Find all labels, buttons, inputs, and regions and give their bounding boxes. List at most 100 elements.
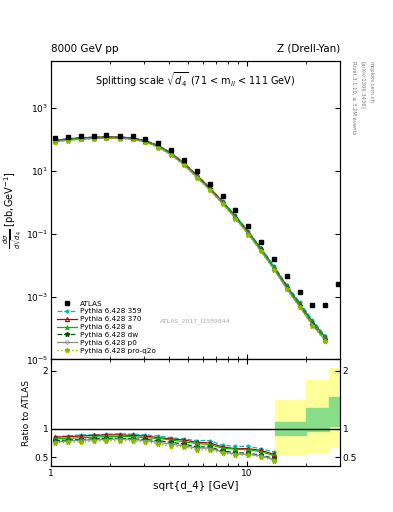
Pythia 6.428 pro-q2o (220, 201, 225, 207)
Pythia 6.428 dw (220, 200, 225, 206)
Pythia 6.428 p0 (117, 135, 122, 141)
Pythia 6.428 p0 (258, 247, 263, 253)
Pythia 6.428 dw (182, 161, 186, 167)
Pythia 6.428 pro-q2o (117, 136, 122, 142)
Pythia 6.428 359 (246, 228, 251, 234)
Pythia 6.428 dw (323, 337, 328, 343)
Pythia 6.428 359 (272, 263, 276, 269)
Pythia 6.428 p0 (246, 231, 251, 237)
Pythia 6.428 p0 (195, 174, 199, 180)
Pythia 6.428 p0 (220, 200, 225, 206)
Pythia 6.428 359 (104, 134, 109, 140)
Pythia 6.428 p0 (130, 136, 135, 142)
Pythia 6.428 370 (195, 172, 199, 178)
Pythia 6.428 359 (169, 150, 173, 156)
Pythia 6.428 359 (207, 184, 212, 190)
Pythia 6.428 370 (156, 142, 161, 148)
Pythia 6.428 370 (182, 160, 186, 166)
Pythia 6.428 359 (284, 282, 289, 288)
Pythia 6.428 p0 (284, 286, 289, 292)
Pythia 6.428 a (195, 173, 199, 179)
Pythia 6.428 p0 (207, 187, 212, 193)
Pythia 6.428 370 (220, 199, 225, 205)
Pythia 6.428 p0 (143, 139, 148, 145)
Pythia 6.428 dw (169, 151, 173, 157)
ATLAS (66, 134, 70, 140)
ATLAS (79, 133, 83, 139)
Pythia 6.428 359 (220, 198, 225, 204)
ATLAS (117, 133, 122, 139)
Pythia 6.428 pro-q2o (207, 187, 212, 194)
Pythia 6.428 370 (207, 185, 212, 191)
ATLAS (207, 181, 212, 187)
Pythia 6.428 359 (130, 135, 135, 141)
Pythia 6.428 370 (66, 136, 70, 142)
ATLAS (310, 302, 315, 308)
ATLAS (169, 147, 173, 153)
Pythia 6.428 359 (156, 142, 161, 148)
Pythia 6.428 370 (284, 283, 289, 289)
Pythia 6.428 359 (79, 135, 83, 141)
Pythia 6.428 dw (66, 137, 70, 143)
ATLAS (91, 133, 96, 139)
Text: mcplots.cern.ch: mcplots.cern.ch (369, 61, 374, 103)
Pythia 6.428 pro-q2o (246, 231, 251, 238)
Pythia 6.428 a (91, 135, 96, 141)
Pythia 6.428 359 (310, 317, 315, 323)
ATLAS (130, 133, 135, 139)
Text: ATLAS_2017_I1589844: ATLAS_2017_I1589844 (160, 318, 231, 324)
ATLAS (104, 132, 109, 138)
Pythia 6.428 dw (233, 215, 238, 221)
Pythia 6.428 370 (53, 137, 58, 143)
Pythia 6.428 a (233, 214, 238, 220)
Y-axis label: Ratio to ATLAS: Ratio to ATLAS (22, 380, 31, 446)
Pythia 6.428 dw (91, 135, 96, 141)
Pythia 6.428 dw (272, 266, 276, 272)
Line: Pythia 6.428 pro-q2o: Pythia 6.428 pro-q2o (53, 136, 328, 344)
Pythia 6.428 370 (117, 134, 122, 140)
Pythia 6.428 370 (91, 134, 96, 140)
Pythia 6.428 dw (284, 285, 289, 291)
Pythia 6.428 dw (195, 174, 199, 180)
Pythia 6.428 p0 (53, 138, 58, 144)
Y-axis label: $\frac{d\sigma}{d\sqrt{d_4}}$ [pb,GeV$^{-1}$]: $\frac{d\sigma}{d\sqrt{d_4}}$ [pb,GeV$^{… (2, 172, 25, 249)
ATLAS (156, 140, 161, 146)
Pythia 6.428 p0 (182, 162, 186, 168)
Text: [arXiv:1306.3436]: [arXiv:1306.3436] (360, 61, 365, 109)
Pythia 6.428 pro-q2o (143, 139, 148, 145)
Pythia 6.428 a (130, 135, 135, 141)
ATLAS (323, 302, 328, 308)
Pythia 6.428 370 (233, 213, 238, 219)
Pythia 6.428 370 (104, 134, 109, 140)
Pythia 6.428 p0 (310, 322, 315, 328)
Pythia 6.428 a (156, 143, 161, 149)
Pythia 6.428 p0 (323, 337, 328, 344)
Pythia 6.428 pro-q2o (182, 162, 186, 168)
Pythia 6.428 p0 (79, 136, 83, 142)
Pythia 6.428 370 (130, 135, 135, 141)
Pythia 6.428 dw (156, 143, 161, 150)
Pythia 6.428 p0 (104, 135, 109, 141)
ATLAS (182, 157, 186, 163)
Text: 8000 GeV pp: 8000 GeV pp (51, 44, 119, 54)
ATLAS (284, 273, 289, 279)
Pythia 6.428 359 (117, 134, 122, 140)
Pythia 6.428 359 (258, 245, 263, 251)
Line: Pythia 6.428 a: Pythia 6.428 a (53, 135, 327, 340)
Text: Z (Drell-Yan): Z (Drell-Yan) (277, 44, 340, 54)
Pythia 6.428 359 (298, 300, 302, 306)
ATLAS (298, 289, 302, 295)
Pythia 6.428 pro-q2o (233, 216, 238, 222)
Pythia 6.428 pro-q2o (258, 248, 263, 254)
Pythia 6.428 359 (233, 212, 238, 219)
Line: ATLAS: ATLAS (53, 133, 341, 307)
Pythia 6.428 a (66, 136, 70, 142)
Pythia 6.428 a (220, 199, 225, 205)
Pythia 6.428 a (169, 150, 173, 156)
Pythia 6.428 a (104, 134, 109, 140)
ATLAS (233, 207, 238, 214)
Pythia 6.428 370 (258, 245, 263, 251)
ATLAS (143, 136, 148, 142)
ATLAS (195, 168, 199, 175)
Pythia 6.428 pro-q2o (91, 136, 96, 142)
